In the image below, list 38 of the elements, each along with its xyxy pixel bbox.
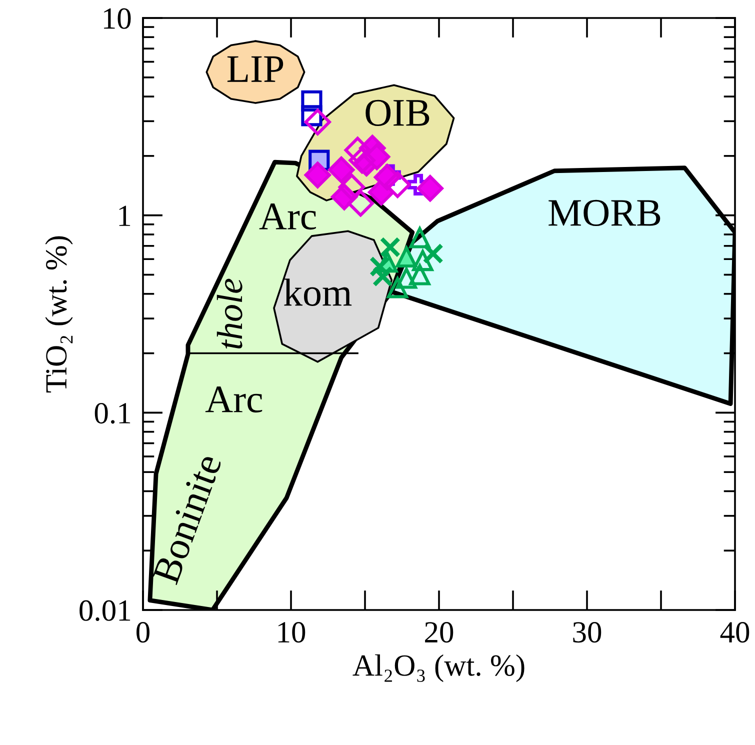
x-tick-label: 10 xyxy=(278,622,306,643)
x-tick-label: 40 xyxy=(720,622,750,643)
annotation: thole xyxy=(216,278,242,349)
point xyxy=(347,190,374,217)
point xyxy=(372,266,394,287)
x-tick-label: 20 xyxy=(425,622,454,643)
x-tick-label: 0 xyxy=(136,622,150,643)
point xyxy=(396,268,417,289)
point xyxy=(409,264,430,286)
y-tick-label: 1 xyxy=(119,206,130,226)
point xyxy=(387,277,408,298)
y-tick-label: 0.1 xyxy=(94,402,130,424)
point xyxy=(396,246,417,268)
point xyxy=(344,136,371,164)
annotation: LIP xyxy=(227,56,284,82)
point xyxy=(369,256,390,277)
y-axis-title: TiO₂ (wt. %) xyxy=(45,236,73,392)
point xyxy=(338,174,365,200)
x-axis-title: Al₂O₃ (wt. %) xyxy=(352,654,524,682)
point xyxy=(416,175,444,202)
y-tick-label: 0.01 xyxy=(80,600,130,622)
annotation: kom xyxy=(284,278,352,306)
point xyxy=(348,147,376,174)
annotation: Arc xyxy=(259,204,316,230)
point xyxy=(384,171,411,198)
point xyxy=(304,162,331,188)
point xyxy=(301,90,322,112)
annotation: Arc xyxy=(205,386,262,413)
annotation: OIB xyxy=(366,100,430,126)
point xyxy=(412,250,434,272)
point xyxy=(409,227,430,248)
point xyxy=(422,243,444,264)
y-tick-label: 10 xyxy=(104,8,131,29)
point xyxy=(304,108,331,136)
point xyxy=(380,236,401,258)
point xyxy=(328,156,355,184)
annotation: MORB xyxy=(548,200,660,226)
x-tick-label: 30 xyxy=(573,622,602,643)
